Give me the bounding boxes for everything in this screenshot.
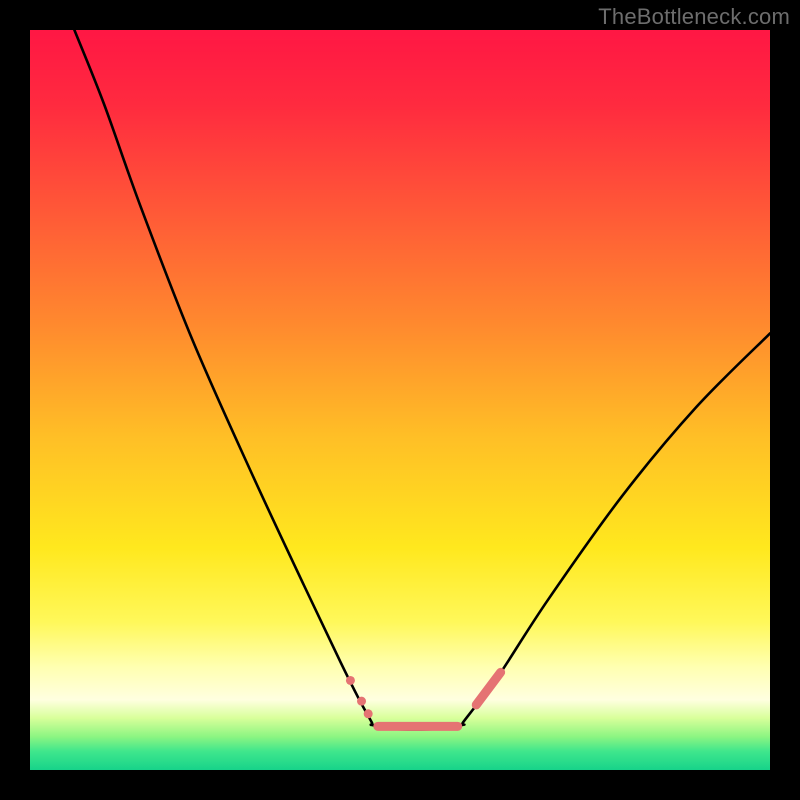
gradient-background: [30, 30, 770, 770]
bottleneck-chart: [0, 0, 800, 800]
watermark-text: TheBottleneck.com: [598, 4, 790, 30]
chart-stage: TheBottleneck.com: [0, 0, 800, 800]
